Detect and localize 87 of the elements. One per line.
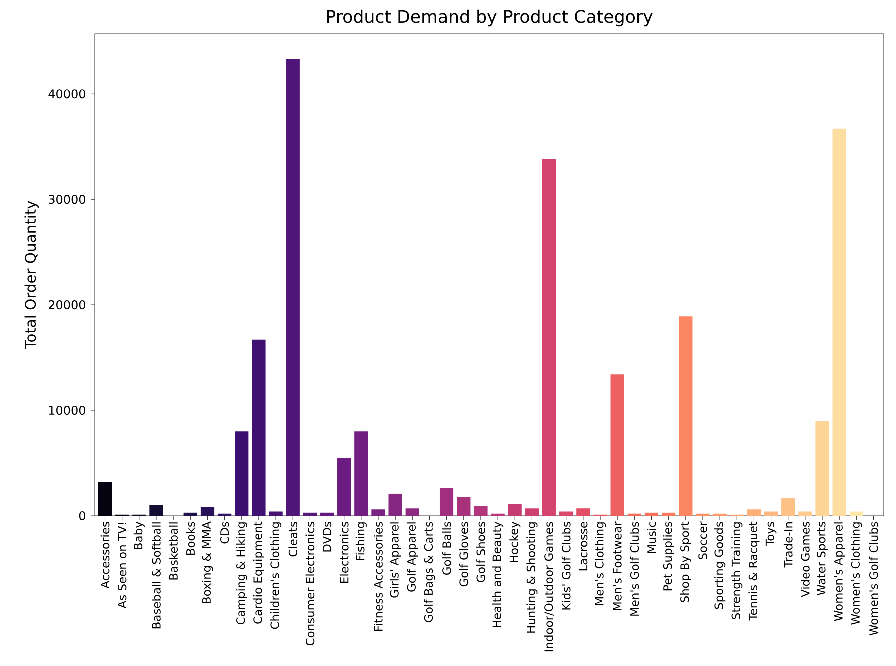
bar — [406, 508, 420, 516]
x-tick-label: Fishing — [356, 522, 367, 560]
x-tick-label: Hockey — [510, 522, 521, 562]
x-tick-label: Books — [186, 522, 196, 555]
bar — [252, 340, 266, 516]
y-tick-label: 40000 — [48, 90, 86, 99]
x-tick-label: Golf Bags & Carts — [424, 522, 436, 622]
bar — [542, 159, 556, 516]
y-axis-title: Total Order Quantity — [24, 201, 39, 350]
x-tick-label: Golf Apparel — [407, 522, 418, 592]
x-tick-label: Water Sports — [817, 522, 828, 596]
x-tick-label: Men's Footwear — [613, 522, 622, 610]
bar — [474, 506, 488, 516]
x-tick-label: Pet Supplies — [663, 522, 674, 591]
bar — [98, 482, 112, 516]
y-tick-label: 0 — [79, 511, 86, 521]
x-tick-label: Women's Clothing — [851, 522, 862, 625]
x-tick-label: Hunting & Shooting — [526, 522, 538, 633]
x-tick-label: Health and Beauty — [492, 522, 504, 628]
bar — [610, 374, 624, 516]
x-tick-label: Cardio Equipment — [253, 522, 264, 624]
x-tick-label: Basketball — [169, 522, 178, 580]
x-tick-label: Boxing & MMA — [202, 522, 214, 604]
bar — [303, 512, 318, 516]
bar — [560, 512, 574, 516]
x-tick-label: Men's Golf Clubs — [630, 522, 640, 616]
bar — [184, 512, 198, 516]
bar — [235, 432, 249, 516]
x-tick-label: Men's Clothing — [594, 522, 606, 606]
bar — [850, 512, 864, 516]
bar — [662, 512, 676, 516]
x-tick-label: Trade-In — [784, 522, 793, 568]
bar — [150, 505, 164, 516]
x-tick-label: Baseball & Softball — [152, 522, 161, 629]
bar — [269, 512, 283, 516]
bar — [388, 494, 402, 516]
bar — [372, 510, 386, 516]
x-tick-label: Kids' Golf Clubs — [562, 522, 571, 610]
bar — [338, 458, 352, 516]
x-tick-label: Strength Training — [732, 522, 743, 620]
x-tick-label: Sporting Goods — [714, 522, 726, 610]
y-tick-label: 20000 — [49, 300, 86, 310]
x-tick-label: Soccer — [698, 522, 708, 560]
bar — [782, 498, 796, 516]
x-tick-label: Shop By Sport — [680, 522, 692, 602]
y-tick-label: 10000 — [49, 406, 86, 416]
x-tick-label: Video Games — [801, 522, 810, 598]
bar — [354, 432, 368, 516]
x-tick-label: Lacrosse — [579, 522, 588, 571]
bar — [576, 508, 590, 516]
bar — [798, 512, 812, 516]
x-tick-label: DVDs — [323, 522, 332, 552]
x-tick-label: Baby — [134, 522, 145, 550]
x-tick-label: Camping & Hiking — [236, 522, 248, 625]
bar — [644, 512, 659, 516]
x-tick-label: Fitness Accessories — [374, 522, 383, 632]
bar — [320, 512, 334, 516]
bar — [508, 504, 522, 516]
bar — [832, 128, 846, 516]
x-tick-label: Girls' Apparel — [390, 522, 402, 598]
bar — [286, 59, 300, 516]
bar — [440, 488, 454, 516]
x-tick-label: As Seen on TV! — [118, 523, 127, 609]
y-tick-label: 30000 — [49, 195, 86, 204]
x-tick-label: CDs — [220, 522, 230, 544]
x-tick-label: Golf Balls — [442, 522, 452, 575]
x-tick-label: Women's Golf Clubs — [869, 522, 878, 636]
x-tick-label: Toys — [766, 522, 777, 546]
bar — [816, 421, 830, 516]
bar — [679, 316, 693, 516]
bar — [764, 512, 778, 516]
bar — [747, 510, 762, 516]
x-tick-label: Tennis & Racquet — [748, 522, 760, 621]
chart-title: Product Demand by Product Category — [327, 10, 653, 27]
bar — [457, 497, 471, 516]
x-tick-label: Children's Clothing — [270, 522, 282, 630]
bar — [200, 508, 215, 516]
x-tick-label: Women's Apparel — [834, 522, 846, 622]
x-tick-label: Indoor/Outdoor Games — [544, 522, 554, 652]
bar — [525, 508, 540, 516]
x-tick-label: Golf Gloves — [459, 522, 468, 587]
x-tick-label: Music — [647, 522, 656, 554]
x-tick-label: Electronics — [340, 522, 349, 583]
x-tick-label: Cleats — [288, 522, 298, 557]
x-tick-label: Consumer Electronics — [306, 522, 315, 646]
x-tick-label: Accessories — [100, 522, 110, 589]
x-tick-label: Golf Shoes — [476, 522, 486, 582]
